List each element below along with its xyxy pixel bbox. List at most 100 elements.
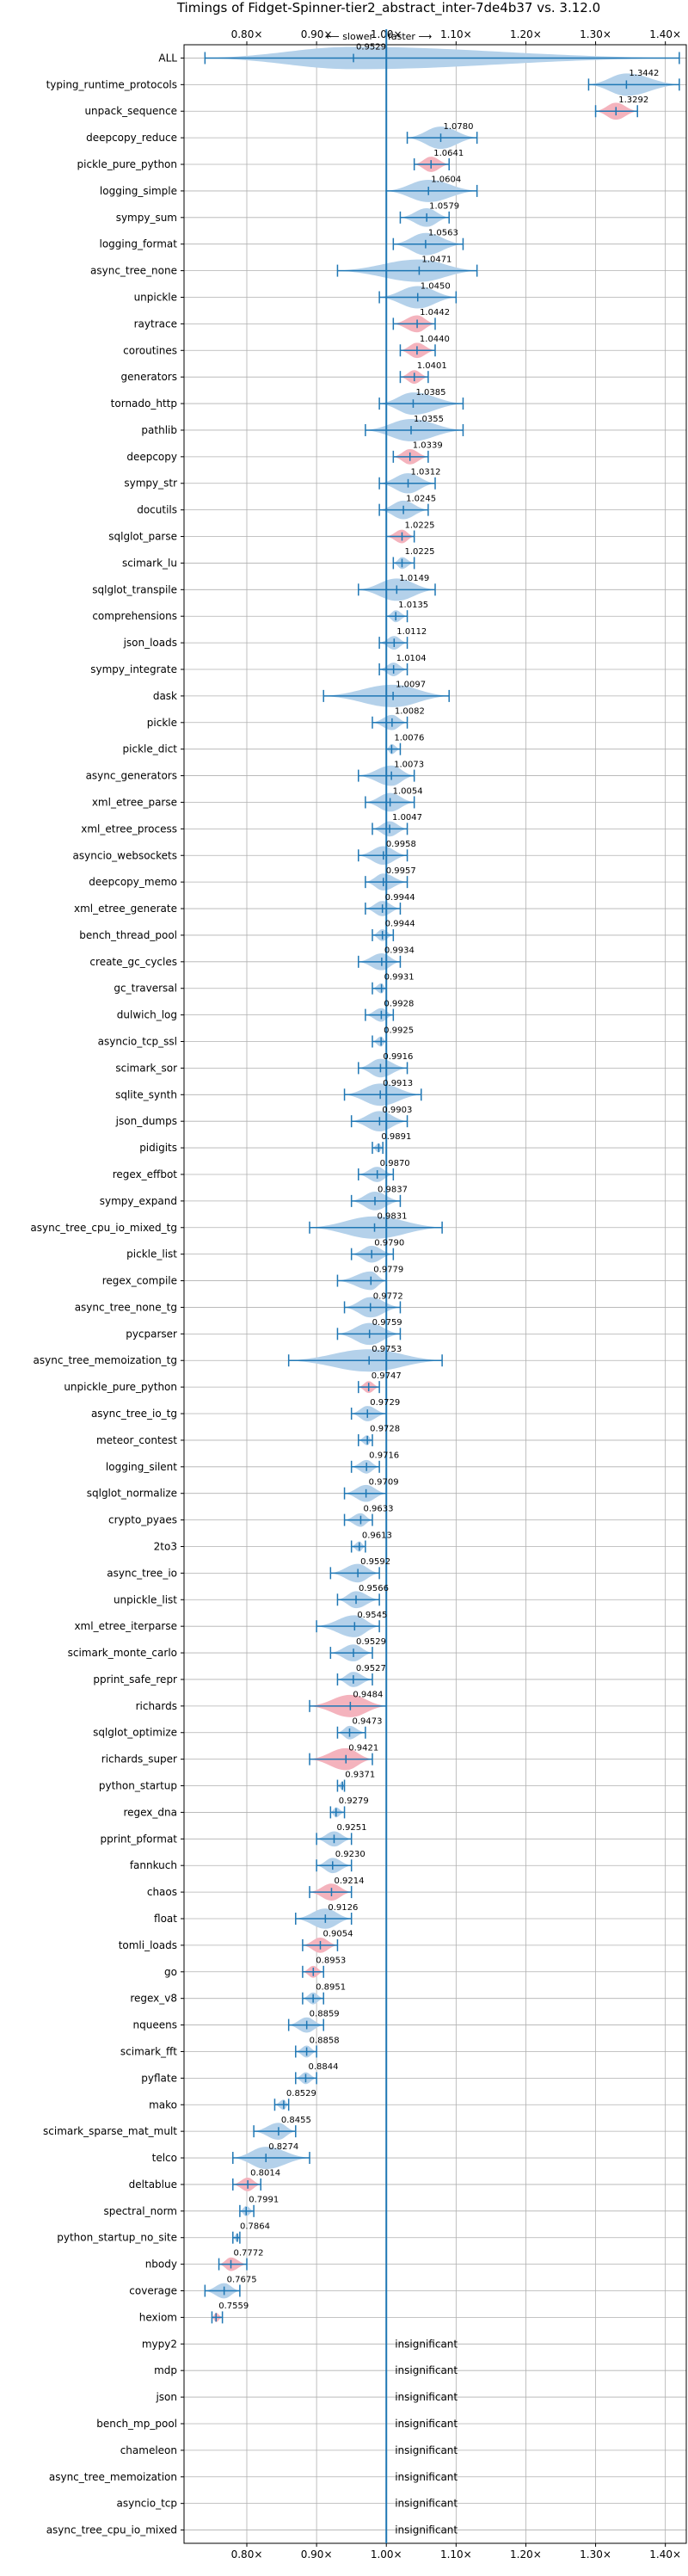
- benchmark-label: pickle_dict: [123, 743, 178, 755]
- benchmark-label: coverage: [129, 2285, 177, 2297]
- direction-slower-label: ⟵ slower: [326, 31, 374, 42]
- value-label: 0.8455: [281, 2116, 311, 2125]
- value-label: 0.9279: [339, 1796, 369, 1806]
- value-label: 1.0401: [417, 361, 447, 371]
- value-label: 1.0641: [433, 149, 464, 158]
- value-label: 1.0312: [411, 468, 441, 478]
- value-label: 0.8274: [268, 2142, 298, 2152]
- benchmark-label: scimark_fft: [120, 2045, 177, 2057]
- value-label: 1.0245: [406, 494, 436, 503]
- x-tick-label-top: 1.20×: [510, 28, 542, 40]
- benchmark-label: pickle: [147, 717, 177, 729]
- value-label: 1.0563: [428, 229, 458, 238]
- benchmark-label: unpickle_list: [114, 1593, 177, 1605]
- benchmark-label: sympy_str: [124, 478, 177, 490]
- benchmark-label: deepcopy_reduce: [86, 132, 177, 144]
- value-label: 1.0112: [396, 627, 427, 637]
- direction-faster-label: faster ⟶: [388, 31, 432, 42]
- benchmark-label: async_tree_none_tg: [75, 1301, 177, 1313]
- value-label: 0.9759: [372, 1318, 402, 1328]
- label-layer: 0.9529 1.3442 1.3292 1.0780 1.0641 1.0604 1.05…: [218, 42, 659, 2536]
- value-label: 1.0047: [392, 813, 422, 823]
- benchmark-label: deepcopy_memo: [89, 876, 177, 888]
- value-label: 0.9903: [382, 1106, 412, 1115]
- insignificant-label: insignificant: [395, 2471, 458, 2483]
- benchmark-label: scimark_lu: [122, 557, 177, 569]
- x-tick-label-bottom: 0.80×: [231, 2548, 263, 2561]
- benchmark-label: dulwich_log: [117, 1009, 177, 1021]
- insignificant-label: insignificant: [395, 2524, 458, 2536]
- chart-title: Timings of Fidget-Spinner-tier2_abstract…: [176, 0, 600, 16]
- value-label: 1.0082: [395, 707, 425, 717]
- benchmark-label: asyncio_tcp: [116, 2498, 177, 2510]
- value-label: 0.8844: [308, 2062, 338, 2072]
- value-label: 0.9944: [385, 893, 415, 903]
- benchmark-label: ALL: [158, 52, 177, 64]
- value-label: 1.0339: [413, 441, 443, 451]
- benchmark-label: json_loads: [123, 637, 177, 649]
- value-label: 0.9371: [345, 1770, 375, 1779]
- benchmark-label: xml_etree_iterparse: [74, 1620, 177, 1632]
- benchmark-label: gc_traversal: [114, 983, 177, 995]
- benchmark-label: python_startup_no_site: [57, 2232, 177, 2244]
- value-label: 0.9716: [369, 1451, 399, 1461]
- benchmark-label: richards: [136, 1700, 177, 1712]
- benchmark-label: async_tree_memoization_tg: [34, 1354, 177, 1366]
- value-label: 0.9934: [384, 946, 415, 956]
- value-label: 1.0104: [396, 654, 427, 663]
- value-label: 0.9566: [359, 1584, 389, 1593]
- benchmark-label: sympy_sum: [116, 212, 177, 224]
- value-label: 0.9728: [370, 1425, 400, 1434]
- x-tick-label-top: 0.80×: [231, 28, 263, 40]
- value-label: 1.0076: [394, 733, 424, 743]
- value-label: 0.7675: [227, 2275, 257, 2284]
- benchmark-label: async_tree_none: [90, 265, 177, 277]
- value-label: 0.7559: [218, 2302, 249, 2311]
- benchmark-label: tomli_loads: [119, 1939, 177, 1951]
- value-label: 1.0440: [420, 335, 450, 344]
- value-label: 0.9931: [384, 973, 415, 983]
- benchmark-label: async_tree_cpu_io_mixed: [46, 2524, 177, 2536]
- benchmark-label: pickle_pure_python: [77, 158, 177, 170]
- benchmark-label: regex_compile: [102, 1275, 177, 1287]
- value-label: 1.3442: [629, 69, 659, 78]
- benchmark-label: logging_silent: [106, 1461, 177, 1473]
- benchmark-label: unpickle: [134, 291, 177, 303]
- value-label: 0.9837: [378, 1186, 408, 1195]
- value-label: 0.9527: [356, 1664, 386, 1673]
- benchmark-label: bench_thread_pool: [79, 929, 177, 941]
- value-label: 0.9545: [357, 1611, 387, 1620]
- benchmark-label: sympy_expand: [100, 1195, 177, 1207]
- benchmark-label: sqlite_synth: [115, 1088, 177, 1100]
- value-label: 0.8858: [310, 2036, 340, 2045]
- value-label: 0.9753: [372, 1345, 402, 1354]
- x-tick-label-bottom: 1.00×: [371, 2548, 402, 2561]
- benchmark-label: deltablue: [129, 2179, 177, 2191]
- benchmark-label: go: [164, 1966, 177, 1978]
- benchmark-label: unpack_sequence: [84, 105, 177, 117]
- benchmark-label: nbody: [145, 2259, 177, 2271]
- benchmark-label: spectral_norm: [103, 2205, 177, 2217]
- value-label: 0.9592: [360, 1557, 390, 1567]
- value-label: 0.9230: [335, 1850, 366, 1859]
- benchmark-label: telco: [152, 2152, 177, 2164]
- benchmark-label: chameleon: [120, 2444, 177, 2456]
- insignificant-label: insignificant: [395, 2364, 458, 2376]
- value-label: 1.0780: [443, 122, 473, 132]
- value-label: 0.9944: [385, 920, 415, 929]
- benchmark-label: sympy_integrate: [90, 663, 177, 675]
- benchmark-label: sqlglot_normalize: [87, 1488, 177, 1500]
- benchmark-label: async_generators: [86, 770, 177, 782]
- value-label: 1.0471: [421, 255, 452, 264]
- value-label: 0.9484: [353, 1691, 383, 1700]
- benchmark-label: pprint_safe_repr: [93, 1673, 177, 1685]
- benchmark-label: json: [155, 2391, 177, 2403]
- benchmark-label: pickle_list: [126, 1248, 177, 1260]
- benchmark-label: richards_super: [101, 1753, 177, 1766]
- value-label: 1.0604: [431, 176, 461, 185]
- value-label: 1.0450: [421, 281, 451, 291]
- benchmark-label: asyncio_websockets: [73, 849, 177, 861]
- x-tick-label-top: 1.40×: [649, 28, 681, 40]
